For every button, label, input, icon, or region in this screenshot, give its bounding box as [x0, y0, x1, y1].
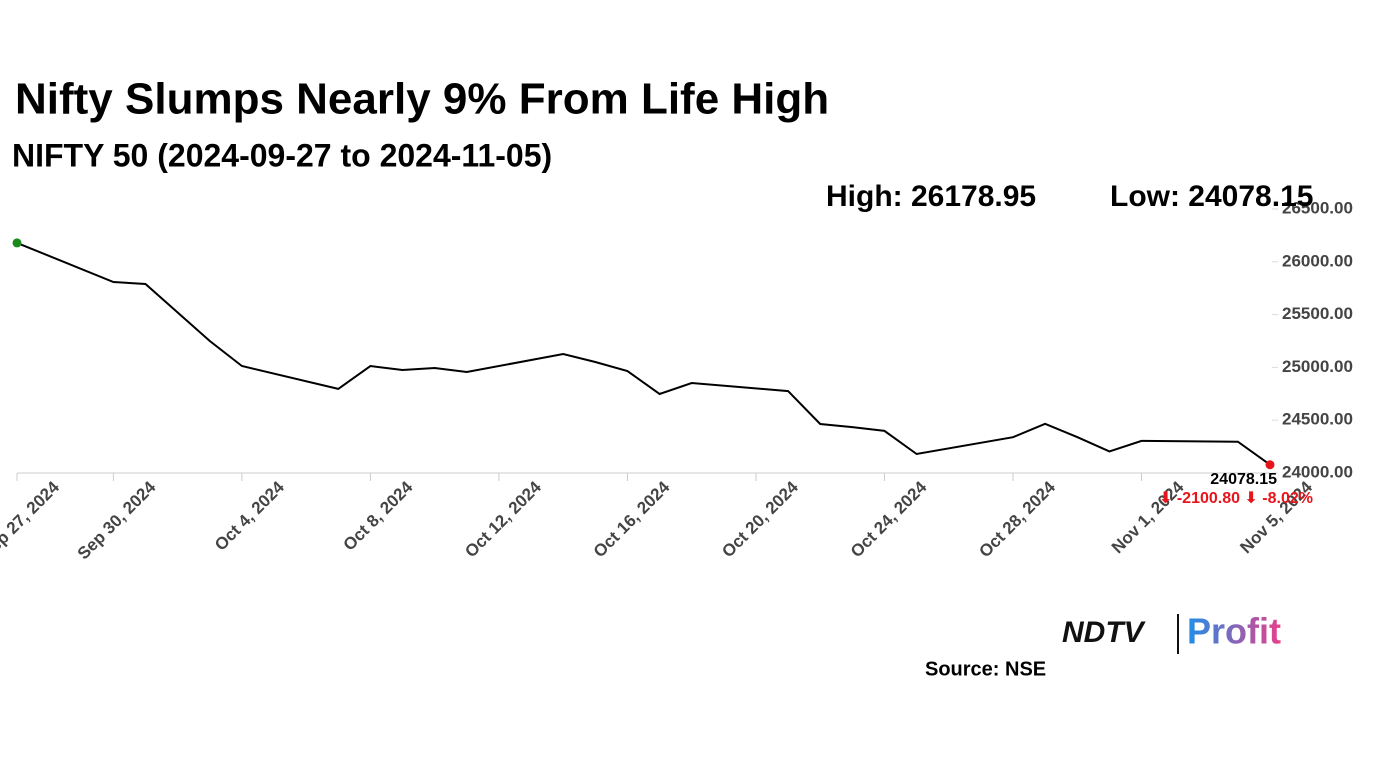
logo-right: Profit	[1187, 611, 1281, 652]
y-tick-label: 24500.00	[1282, 410, 1353, 429]
chart-title: Nifty Slumps Nearly 9% From Life High	[15, 75, 829, 124]
y-tick-label: 26500.00	[1282, 198, 1353, 217]
y-tick-label: 24000.00	[1282, 462, 1353, 481]
end-marker	[1265, 460, 1275, 470]
y-tick-label: 25500.00	[1282, 304, 1353, 323]
y-tick-label: 26000.00	[1282, 251, 1353, 270]
y-tick-label: 25000.00	[1282, 357, 1353, 376]
chart-subtitle: NIFTY 50 (2024-09-27 to 2024-11-05)	[12, 137, 552, 173]
logo-left: NDTV	[1062, 616, 1147, 649]
high-label: High: 26178.95	[826, 180, 1036, 213]
line	[16, 241, 1271, 466]
end-label: 24078.15	[1210, 471, 1277, 488]
change-label: ⬇ -2100.80 ⬇ -8.02%	[1159, 490, 1313, 507]
start-marker	[12, 238, 22, 248]
low-label: Low: 24078.15	[1110, 180, 1313, 213]
source: Source: NSE	[925, 658, 1046, 680]
